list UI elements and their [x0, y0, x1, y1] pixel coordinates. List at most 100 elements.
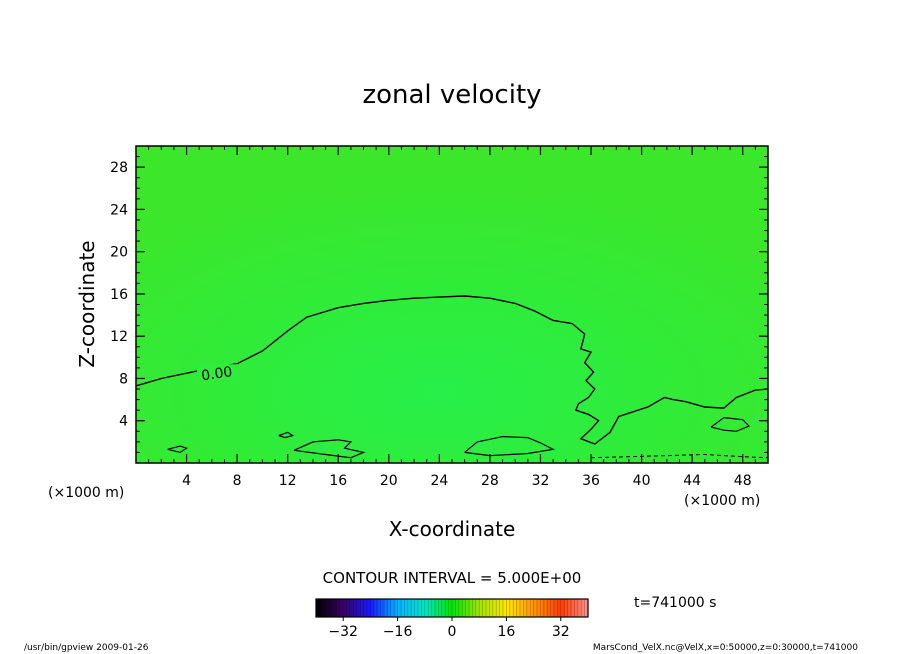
colorbar-segment — [377, 599, 381, 617]
colorbar-segment — [469, 599, 473, 617]
colorbar-segment — [509, 599, 514, 617]
colorbar-segment — [390, 599, 395, 617]
velocity-field — [136, 146, 768, 463]
colorbar-segment — [482, 599, 487, 617]
colorbar-segment — [513, 599, 517, 617]
x-tick-label-28: 28 — [481, 473, 499, 489]
colorbar — [315, 598, 589, 618]
colorbar-segment — [441, 599, 446, 617]
surface-contour-0 — [293, 439, 366, 459]
x-tick-label-36: 36 — [582, 473, 600, 489]
colorbar-segment — [343, 599, 347, 617]
colorbar-tick-label: 16 — [497, 624, 515, 640]
colorbar-segment — [373, 599, 378, 617]
colorbar-segment — [353, 599, 358, 617]
surface-contour-2 — [167, 445, 188, 454]
negative-contour-line — [590, 453, 768, 459]
colorbar-segment — [350, 599, 354, 617]
x-axis-label: X-coordinate — [389, 517, 516, 541]
colorbar-segment — [462, 599, 466, 617]
chart-title: zonal velocity — [362, 80, 541, 110]
colorbar-segment — [418, 599, 422, 617]
x-axis: 4 8 12 16 20 24 28 32 36 40 44 48 — [148, 146, 756, 489]
colorbar-segment — [472, 599, 477, 617]
time-label: t=741000 s — [634, 595, 716, 611]
colorbar-segment — [414, 599, 419, 617]
colorbar-segment — [339, 599, 344, 617]
x-tick-label-40: 40 — [633, 473, 651, 489]
colorbar-segment — [435, 599, 439, 617]
y-tick-label-12: 12 — [110, 329, 128, 345]
colorbar-segment — [574, 599, 579, 617]
colorbar-segment — [411, 599, 415, 617]
colorbar-segment — [407, 599, 412, 617]
colorbar-segment — [475, 599, 480, 617]
x-tick-label-8: 8 — [233, 473, 242, 489]
x-tick-label-48: 48 — [734, 473, 752, 489]
y-tick-label-20: 20 — [110, 245, 128, 261]
colorbar-segment — [404, 599, 409, 617]
colorbar-segment — [581, 599, 585, 617]
colorbar-tick-label: −16 — [383, 624, 413, 640]
y-tick-label-4: 4 — [119, 414, 128, 430]
y-axis-label: Z-coordinate — [75, 240, 99, 367]
surface-contour-4 — [278, 431, 295, 439]
colorbar-segment — [520, 599, 524, 617]
colorbar-segment — [329, 599, 334, 617]
x-tick-label-4: 4 — [182, 473, 191, 489]
colorbar-segment — [571, 599, 575, 617]
colorbar-segment — [533, 599, 538, 617]
colorbar-segment — [421, 599, 426, 617]
x-tick-label-16: 16 — [329, 473, 347, 489]
colorbar-segment — [492, 599, 497, 617]
footer-left: /usr/bin/gpview 2009-01-26 — [24, 643, 149, 653]
y-tick-label-16: 16 — [110, 287, 128, 303]
colorbar-segment — [370, 599, 375, 617]
surface-contour-3 — [710, 416, 751, 432]
colorbar-segment — [499, 599, 504, 617]
colorbar-segment — [363, 599, 368, 617]
colorbar-tick-label: 0 — [448, 624, 457, 640]
colorbar-segment — [530, 599, 534, 617]
colorbar-segment — [560, 599, 565, 617]
colorbar-segment — [537, 599, 541, 617]
colorbar-segment — [564, 599, 568, 617]
contour-interval: CONTOUR INTERVAL = 5.000E+00 — [323, 569, 582, 587]
colorbar-segment — [367, 599, 371, 617]
colorbar-segment — [333, 599, 337, 617]
colorbar-segment — [322, 599, 327, 617]
surface-contour-1 — [464, 435, 556, 457]
x-tick-label-20: 20 — [380, 473, 398, 489]
colorbar-segment — [401, 599, 405, 617]
y-tick-label-8: 8 — [119, 371, 128, 387]
y-axis: 4 8 12 16 20 24 28 — [110, 156, 768, 453]
colorbar-segment — [397, 599, 402, 617]
colorbar-segment — [380, 599, 385, 617]
colorbar-segment — [557, 599, 562, 617]
x-tick-label-24: 24 — [430, 473, 448, 489]
colorbar-segment — [452, 599, 456, 617]
colorbar-tick-label: 32 — [552, 624, 570, 640]
colorbar-segment — [584, 599, 589, 617]
y-tick-label-24: 24 — [110, 202, 128, 218]
colorbar-segment — [424, 599, 429, 617]
colorbar-segment — [543, 599, 548, 617]
colorbar-segment — [554, 599, 558, 617]
colorbar-segment — [319, 599, 324, 617]
x-tick-label-44: 44 — [683, 473, 701, 489]
x-axis-unit-right: (×1000 m) — [684, 493, 760, 509]
colorbar-segment — [516, 599, 521, 617]
colorbar-segment — [438, 599, 443, 617]
colorbar-segment — [316, 599, 320, 617]
colorbar-tick-label: −32 — [328, 624, 358, 640]
colorbar-segment — [486, 599, 490, 617]
colorbar-segment — [458, 599, 463, 617]
colorbar-segment — [465, 599, 470, 617]
colorbar-segment — [567, 599, 572, 617]
contour-lines: 0.00 — [136, 295, 768, 459]
colorbar-segment — [489, 599, 494, 617]
colorbar-ticks: −32 −16 0 16 32 — [328, 617, 570, 640]
footer-right: MarsCond_VelX.nc@VelX,x=0:50000,z=0:3000… — [593, 643, 858, 653]
